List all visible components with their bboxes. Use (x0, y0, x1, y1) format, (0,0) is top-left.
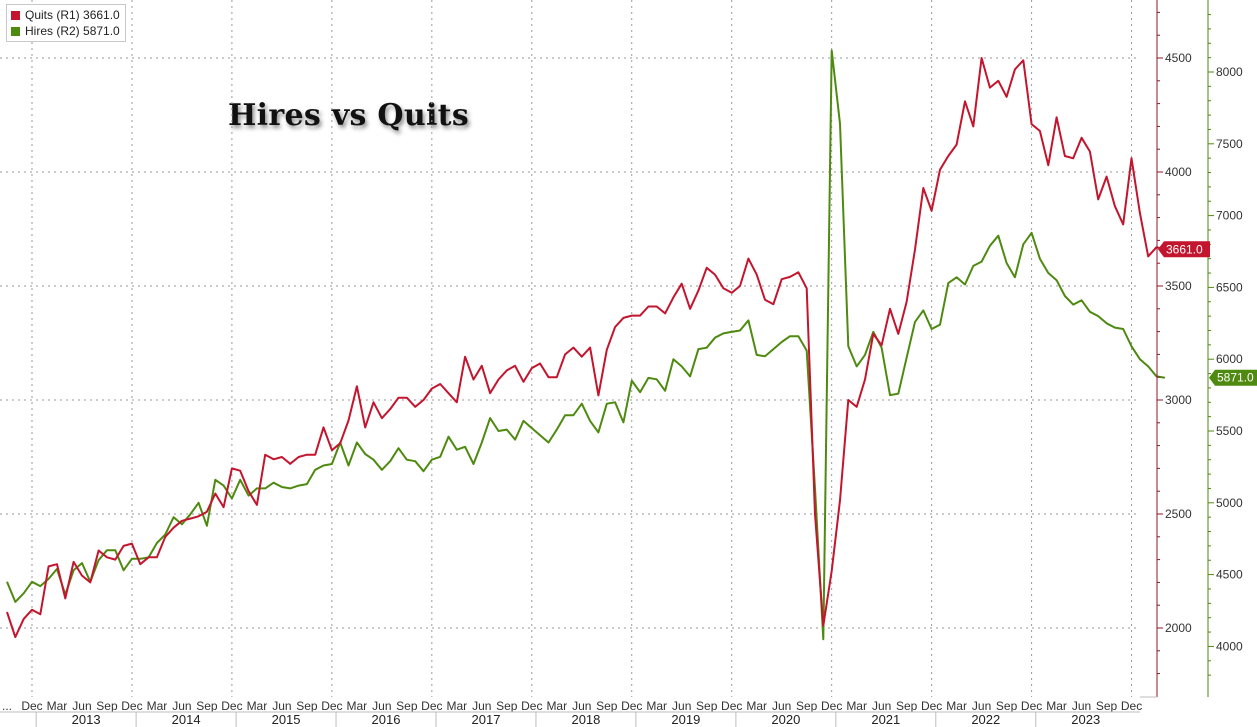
x-tick-label: Dec (221, 699, 242, 713)
x-tick-label: Dec (421, 699, 442, 713)
x-tick-label: Sep (796, 699, 818, 713)
x-tick-label: Mar (47, 699, 68, 713)
y-tick-label-r1: 4500 (1165, 51, 1192, 65)
hires-line (6, 49, 1166, 641)
x-tick-label: Dec (1121, 699, 1142, 713)
legend-item-hires: Hires (R2) 5871.0 (11, 23, 120, 39)
x-year-label: 2020 (771, 712, 800, 727)
legend-quits-value: 3661.0 (83, 8, 120, 22)
x-tick-label: Sep (996, 699, 1018, 713)
x-year-label: 2014 (172, 712, 201, 727)
x-tick-label: Jun (872, 699, 891, 713)
x-tick-label: Dec (521, 699, 542, 713)
y-tick-label-r1: 4000 (1165, 165, 1192, 179)
y-tick-label-r1: 2000 (1165, 621, 1192, 635)
x-tick-label: Mar (546, 699, 567, 713)
x-year-label: 2016 (372, 712, 401, 727)
x-tick-label: Sep (896, 699, 918, 713)
x-tick-label: Mar (946, 699, 967, 713)
x-tick-label: Dec (721, 699, 742, 713)
chart-title: Hires vs Quits (228, 98, 470, 133)
y-tick-label-r1: 3000 (1165, 393, 1192, 407)
y-tick-label-r2: 8000 (1216, 65, 1243, 79)
x-tick-label: Jun (272, 699, 291, 713)
hires-last-value-tag-text: 5871.0 (1217, 371, 1254, 385)
x-year-label: 2013 (72, 712, 101, 727)
x-year-label: 2023 (1071, 712, 1100, 727)
y-tick-label-r2: 6500 (1216, 280, 1243, 294)
legend-item-quits: Quits (R1) 3661.0 (11, 7, 120, 23)
x-tick-label: Dec (321, 699, 342, 713)
x-tick-label: Sep (696, 699, 718, 713)
x-tick-label: Sep (596, 699, 618, 713)
x-year-label: 2018 (571, 712, 600, 727)
x-tick-label: Sep (196, 699, 218, 713)
x-year-label: 2019 (671, 712, 700, 727)
x-tick-label: Mar (147, 699, 168, 713)
x-tick-label: Sep (1096, 699, 1118, 713)
grid-lines (0, 0, 1140, 697)
x-tick-label: Mar (347, 699, 368, 713)
x-year-label: 2021 (871, 712, 900, 727)
hires-swatch (11, 26, 20, 36)
legend-hires-label: Hires (R2) (25, 24, 80, 38)
x-tick-label: Sep (396, 699, 418, 713)
x-year-label: 2022 (971, 712, 1000, 727)
x-tick-label: Jun (1072, 699, 1091, 713)
x-tick-label: Mar (646, 699, 667, 713)
x-tick-label: Mar (446, 699, 467, 713)
x-tick-label: Dec (21, 699, 42, 713)
y-tick-label-r2: 7500 (1216, 137, 1243, 151)
x-tick-label: Jun (572, 699, 591, 713)
x-year-label: 2017 (472, 712, 501, 727)
x-tick-label: Jun (72, 699, 91, 713)
x-tick-label: Sep (96, 699, 118, 713)
hires-last-value-tag-bg (1209, 369, 1257, 386)
y-tick-label-r1: 2500 (1165, 507, 1192, 521)
x-tick-label: Dec (921, 699, 942, 713)
chart-legend: Quits (R1) 3661.0 Hires (R2) 5871.0 (6, 4, 126, 42)
x-tick-label: Mar (846, 699, 867, 713)
legend-quits-label: Quits (R1) (25, 8, 80, 22)
x-tick-label: Sep (296, 699, 318, 713)
y-tick-label-r2: 4000 (1216, 639, 1243, 653)
x-tick-label: Jun (472, 699, 491, 713)
quits-line (6, 57, 1166, 639)
quits-last-value-tag-text: 3661.0 (1166, 242, 1203, 256)
legend-hires-value: 5871.0 (83, 24, 120, 38)
y-tick-label-r2: 5000 (1216, 496, 1243, 510)
x-tick-label: Jun (972, 699, 991, 713)
quits-last-value-tag-bg (1158, 241, 1210, 258)
y-tick-label-r2: 4500 (1216, 568, 1243, 582)
x-tick-label: Jun (672, 699, 691, 713)
x-tick-label: Dec (121, 699, 142, 713)
y-tick-label-r2: 5500 (1216, 424, 1243, 438)
y-tick-label-r2: 7000 (1216, 209, 1243, 223)
x-tick-label: Jun (172, 699, 191, 713)
x-year-label: 2015 (272, 712, 301, 727)
x-tick-label: Jun (772, 699, 791, 713)
hires-last-value-tag: 5871.0 (1209, 369, 1257, 386)
y-tick-label-r1: 3500 (1165, 279, 1192, 293)
x-tick-label: Jun (372, 699, 391, 713)
x-tick-label: Dec (821, 699, 842, 713)
y-tick-label-r2: 6000 (1216, 352, 1243, 366)
x-tick-label: Dec (1021, 699, 1042, 713)
x-tick-label: Mar (247, 699, 268, 713)
x-tick-label: ... (2, 699, 12, 713)
x-tick-label: Sep (496, 699, 518, 713)
x-tick-label: Dec (621, 699, 642, 713)
quits-swatch (11, 10, 20, 20)
x-tick-label: Mar (1046, 699, 1067, 713)
series-layer (6, 49, 1166, 641)
quits-last-value-tag: 3661.0 (1158, 241, 1210, 258)
x-tick-label: Mar (746, 699, 767, 713)
